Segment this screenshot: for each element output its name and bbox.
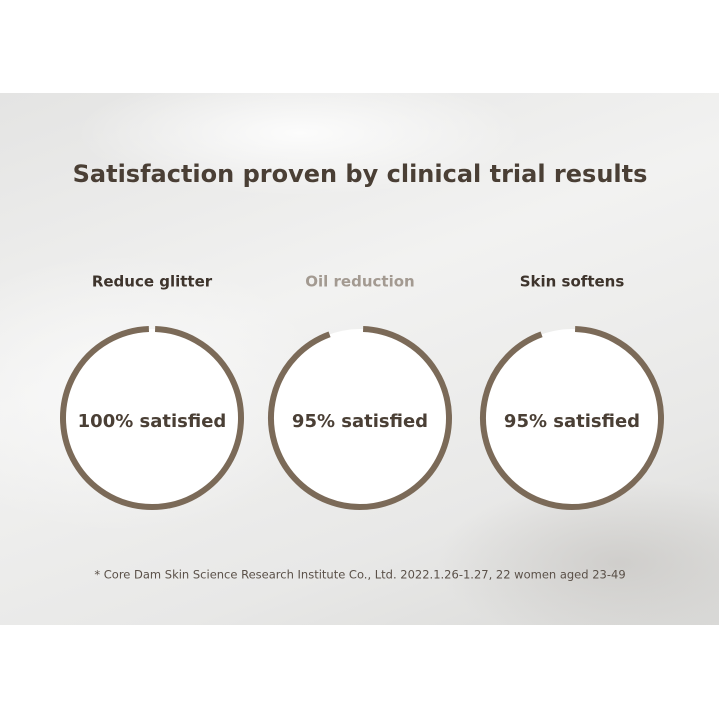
progress-ring	[480, 326, 664, 510]
ring-fill	[483, 329, 661, 507]
item-label: Oil reduction	[305, 273, 414, 291]
item-label: Reduce glitter	[92, 273, 213, 291]
progress-ring	[60, 326, 244, 510]
value-label: 95% satisfied	[504, 411, 640, 432]
progress-ring	[268, 326, 452, 510]
value-label: 100% satisfied	[78, 411, 227, 432]
value-label: 95% satisfied	[292, 411, 428, 432]
title: Satisfaction proven by clinical trial re…	[73, 160, 648, 188]
item-label: Skin softens	[520, 273, 625, 291]
ring-fill	[63, 329, 241, 507]
ring-fill	[271, 329, 449, 507]
footnote: * Core Dam Skin Science Research Institu…	[94, 568, 625, 582]
